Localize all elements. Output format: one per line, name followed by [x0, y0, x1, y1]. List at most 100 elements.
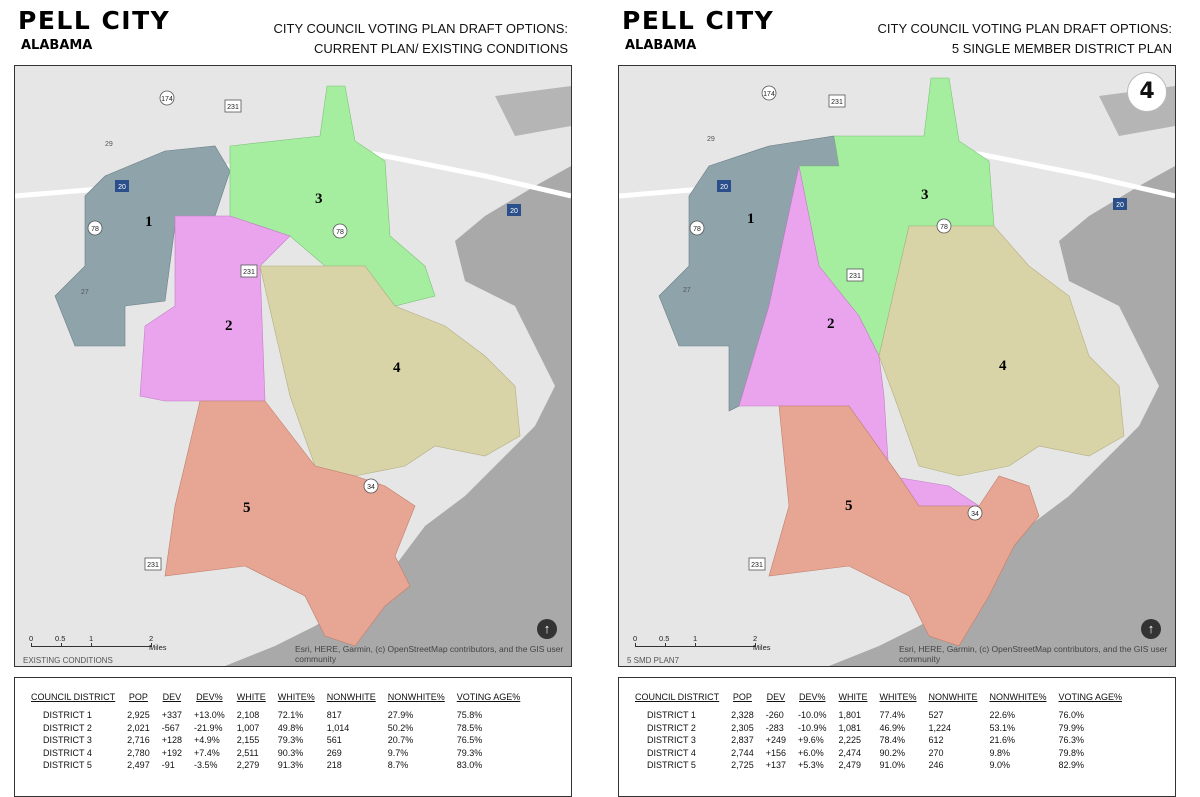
cell-voting-age-pct: 75.8%	[456, 710, 483, 720]
lake-arm	[495, 86, 571, 136]
col-council-district: COUNCIL DISTRICT	[31, 692, 116, 702]
cell-dev: +337	[161, 710, 182, 720]
cell-white-pct: 91.0%	[879, 760, 906, 771]
cell-dev-pct: -10.0%	[797, 710, 827, 720]
cell-white: 2,474	[838, 747, 862, 758]
district-label-5: 5	[243, 500, 251, 516]
district-label-2: 2	[827, 316, 835, 332]
cell-voting-age-pct: 76.0%	[1058, 710, 1085, 720]
north-arrow-icon: ↑	[537, 619, 557, 639]
map-canvas: 1 2 3 4 5 174 231 29 20 78 231 78 27 20 …	[15, 85, 571, 666]
svg-text:20: 20	[118, 184, 126, 191]
cell-dev-pct: +6.0%	[797, 747, 824, 758]
svg-text:20: 20	[720, 184, 728, 191]
district-3-area	[229, 85, 436, 307]
cell-nonwhite-pct: 21.6%	[989, 735, 1016, 746]
cell-district-name: DISTRICT 4	[43, 747, 92, 758]
svg-text:27: 27	[683, 287, 691, 294]
city-title: PELL CITY	[622, 6, 775, 35]
col-pop: POP	[732, 692, 752, 702]
cell-white: 1,081	[838, 722, 862, 733]
route-78-shield-west: 78	[87, 220, 103, 236]
route-29-label: 29	[707, 136, 715, 143]
cell-nonwhite-pct: 9.7%	[387, 747, 409, 758]
cell-white-pct: 90.3%	[277, 747, 304, 758]
panel-title: CITY COUNCIL VOTING PLAN DRAFT OPTIONS: …	[274, 19, 568, 59]
cell-pop: 2,305	[731, 722, 754, 733]
svg-text:20: 20	[510, 208, 518, 215]
district-stats-table: COUNCIL DISTRICT POP DEV DEV% WHITE WHIT…	[14, 677, 572, 797]
state-subtitle: ALABAMA	[625, 38, 697, 53]
cell-dev: -283	[765, 722, 784, 733]
cell-white-pct: 49.8%	[277, 722, 304, 733]
svg-text:231: 231	[243, 269, 255, 276]
panel-title-line2: CURRENT PLAN/ EXISTING CONDITIONS	[313, 41, 568, 56]
svg-text:78: 78	[693, 226, 701, 233]
cell-white: 2,225	[838, 735, 862, 746]
cell-voting-age-pct: 76.3%	[1058, 735, 1085, 746]
col-pop: POP	[128, 692, 148, 702]
table-row: DISTRICT 2 2,305 -283 -10.9% 1,081 46.9% 1,224…	[629, 722, 1128, 735]
district-label-5: 5	[845, 498, 853, 514]
cell-voting-age-pct: 82.9%	[1058, 760, 1085, 771]
table-row: DISTRICT 3 2,837 +249 +9.6% 2,225 78.4% 612 21.…	[629, 734, 1128, 747]
cell-district-name: DISTRICT 4	[647, 747, 696, 758]
svg-text:231: 231	[227, 104, 239, 111]
cell-nonwhite: 269	[326, 747, 342, 758]
route-34-shield: 34	[967, 505, 983, 521]
cell-nonwhite-pct: 9.8%	[989, 747, 1011, 758]
route-78-shield-east: 78	[332, 223, 348, 239]
cell-pop: 2,497	[127, 760, 150, 771]
district-5-area	[164, 400, 416, 647]
scale-label-2: 2 Miles	[753, 634, 771, 652]
cell-dev-pct: -3.5%	[193, 760, 218, 771]
district-label-1: 1	[145, 214, 153, 230]
north-arrow-icon: ↑	[1141, 619, 1161, 639]
cell-white-pct: 72.1%	[277, 710, 304, 720]
cell-dev-pct: +9.6%	[797, 735, 824, 746]
cell-dev: +156	[765, 747, 786, 758]
cell-pop: 2,328	[731, 710, 754, 720]
svg-text:27: 27	[81, 289, 89, 296]
cell-dev: -567	[161, 722, 180, 733]
cell-dev-pct: -10.9%	[797, 722, 827, 733]
cell-dev: -260	[765, 710, 784, 720]
svg-text:34: 34	[971, 511, 979, 518]
district-label-4: 4	[999, 358, 1007, 374]
cell-pop: 2,780	[127, 747, 150, 758]
col-nonwhite-pct: NONWHITE%	[387, 692, 445, 702]
cell-dev: +137	[765, 760, 786, 771]
cell-voting-age-pct: 76.5%	[456, 735, 483, 746]
scale-label-0: 0	[29, 634, 34, 643]
route-231-shield-mid: 231	[846, 268, 864, 282]
cell-district-name: DISTRICT 2	[647, 722, 696, 733]
panel-title-line1: CITY COUNCIL VOTING PLAN DRAFT OPTIONS:	[273, 21, 568, 36]
cell-white: 2,155	[236, 735, 260, 746]
svg-text:231: 231	[849, 273, 861, 280]
route-78-shield-west: 78	[689, 220, 705, 236]
cell-dev-pct: +5.3%	[797, 760, 824, 771]
table-body: DISTRICT 1 2,328 -260 -10.0% 1,801 77.4% 527 22…	[629, 709, 1128, 772]
district-map[interactable]: 1 2 3 4 5 174 231 29 20 78 231 78 27 20 …	[618, 65, 1176, 667]
cell-pop: 2,716	[127, 735, 150, 746]
district-4-area	[878, 225, 1125, 477]
col-white-pct: WHITE%	[277, 692, 315, 702]
table-row: DISTRICT 2 2,021 -567 -21.9% 1,007 49.8% 1,014…	[25, 722, 526, 735]
col-voting-age-pct: VOTING AGE%	[1058, 692, 1123, 702]
district-label-2: 2	[225, 318, 233, 334]
route-174-shield: 174	[761, 85, 777, 101]
cell-pop: 2,837	[731, 735, 754, 746]
table-row: DISTRICT 5 2,497 -91 -3.5% 2,279 91.3% 218 8.7%…	[25, 759, 526, 772]
table-header-row: COUNCIL DISTRICT POP DEV DEV% WHITE WHIT…	[25, 692, 526, 709]
map-credit: Esri, HERE, Garmin, (c) OpenStreetMap co…	[295, 644, 564, 664]
cell-white-pct: 46.9%	[879, 722, 906, 733]
svg-text:78: 78	[91, 226, 99, 233]
cell-white-pct: 91.3%	[277, 760, 304, 771]
cell-nonwhite-pct: 9.0%	[989, 760, 1011, 771]
cell-dev: +192	[161, 747, 182, 758]
district-map[interactable]: 1 2 3 4 5 174 231 29 20 78 231 78 27 20 …	[14, 65, 572, 667]
interstate-20-shield-west: 20	[717, 180, 731, 192]
table-body: DISTRICT 1 2,925 +337 +13.0% 2,108 72.1% 817 27…	[25, 709, 526, 772]
cell-nonwhite: 246	[928, 760, 944, 771]
col-voting-age-pct: VOTING AGE%	[456, 692, 521, 702]
